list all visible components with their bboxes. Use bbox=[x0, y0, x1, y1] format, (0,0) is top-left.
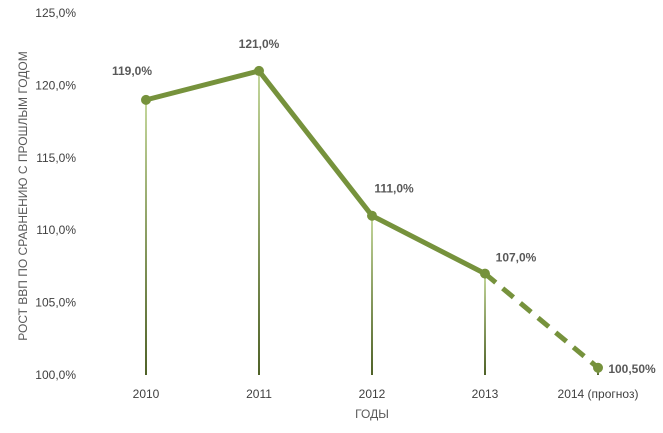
data-point bbox=[367, 210, 377, 221]
data-points bbox=[141, 65, 603, 373]
y-tick-label: 115,0% bbox=[36, 151, 76, 165]
x-tick-label: 2014 (прогноз) bbox=[558, 387, 639, 401]
y-tick-label: 100,0% bbox=[35, 368, 76, 382]
y-tick-label: 105,0% bbox=[35, 296, 76, 310]
y-axis: 100,0% 105,0% 110,0% 115,0% 120,0% 125,0% bbox=[35, 6, 76, 382]
drop-line bbox=[371, 215, 373, 375]
data-point bbox=[141, 94, 151, 105]
data-point bbox=[254, 65, 264, 76]
y-tick-label: 120,0% bbox=[35, 78, 76, 92]
data-label: 121,0% bbox=[239, 37, 280, 51]
drop-line bbox=[258, 70, 260, 376]
series-line bbox=[143, 68, 600, 370]
y-axis-label: РОСТ ВВП ПО СРАВНЕНИЮ С ПРОШЛЫМ ГОДОМ bbox=[16, 51, 30, 340]
data-label: 119,0% bbox=[112, 64, 152, 78]
x-tick-label: 2010 bbox=[133, 387, 160, 401]
data-label: 100,50% bbox=[608, 362, 656, 376]
series-line-forecast bbox=[483, 271, 600, 370]
data-point bbox=[593, 362, 603, 373]
drop-line bbox=[484, 273, 486, 375]
data-label: 111,0% bbox=[374, 182, 414, 196]
x-tick-label: 2012 bbox=[359, 387, 386, 401]
data-labels: 119,0% 121,0% 111,0% 107,0% 100,50% bbox=[112, 37, 656, 376]
y-tick-label: 125,0% bbox=[35, 6, 76, 20]
y-tick-label: 110,0% bbox=[36, 223, 76, 237]
data-label: 107,0% bbox=[496, 251, 537, 265]
drop-lines bbox=[145, 70, 599, 376]
drop-line bbox=[145, 99, 147, 375]
x-tick-label: 2011 bbox=[246, 387, 272, 401]
series-line-actual bbox=[143, 68, 488, 277]
x-tick-label: 2013 bbox=[472, 387, 499, 401]
x-axis: 2010 2011 2012 2013 2014 (прогноз) bbox=[133, 387, 639, 401]
data-point bbox=[480, 268, 490, 279]
x-axis-label: ГОДЫ bbox=[355, 407, 389, 421]
